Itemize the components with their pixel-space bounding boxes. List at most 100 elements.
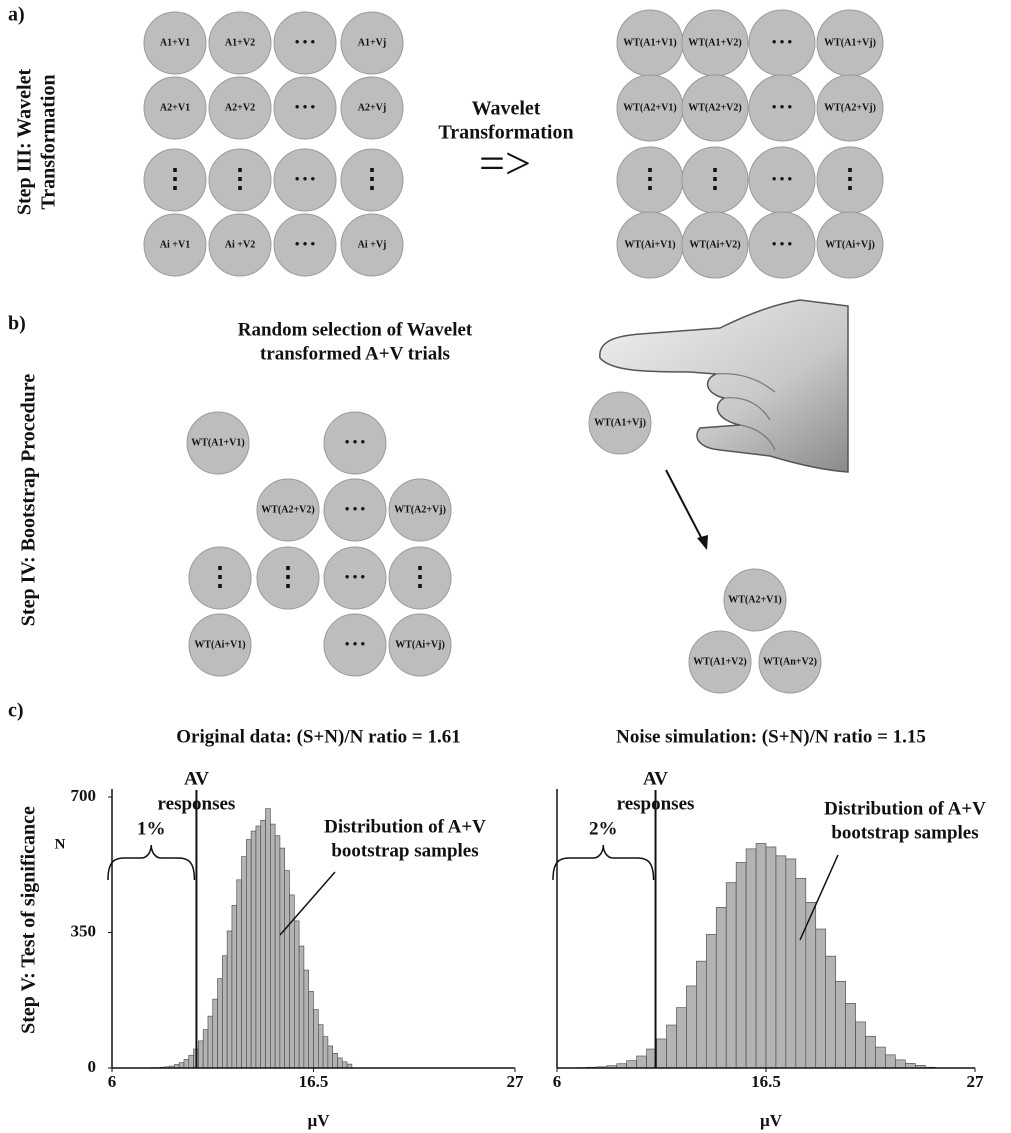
histogram-bar <box>274 835 281 1069</box>
histogram-bar <box>284 870 290 1069</box>
histogram-bar <box>805 902 817 1069</box>
selection-arrow <box>665 469 705 544</box>
av-label: AV <box>643 768 668 789</box>
av-label: responses <box>158 793 236 814</box>
sample-circle <box>748 74 816 142</box>
circle-label: WT(Ai+Vj) <box>825 239 875 250</box>
histogram-bar <box>327 1045 333 1069</box>
histogram-bar <box>705 934 717 1069</box>
circle-label: A2+V2 <box>225 102 255 113</box>
x-axis-label: µV <box>307 1111 330 1130</box>
circle-label: • • • <box>772 236 793 251</box>
sample-circle <box>340 11 404 75</box>
tail-bracket <box>107 844 196 881</box>
circle-label: • • • <box>772 34 793 49</box>
histogram-bar <box>217 978 223 1069</box>
histogram-bar <box>250 830 257 1069</box>
histogram-bar <box>313 1009 319 1069</box>
x-tick-label: 6 <box>108 1072 117 1091</box>
sample-circle <box>273 11 337 75</box>
sample-circle <box>143 76 207 140</box>
histogram-bar <box>845 1003 856 1069</box>
histogram-bar <box>241 856 247 1069</box>
sample-circle <box>208 213 272 277</box>
panel-label: b) <box>8 313 26 335</box>
histogram-bar <box>765 846 777 1069</box>
sample-circle <box>256 478 320 542</box>
histogram-bar <box>322 1036 329 1069</box>
histogram-bar <box>815 928 827 1069</box>
histogram-bar <box>207 1015 214 1069</box>
sample-circle <box>208 11 272 75</box>
distribution-label: bootstrap samples <box>831 822 978 843</box>
histogram-bar <box>885 1054 896 1069</box>
circle-label: WT(A1+Vj) <box>594 417 646 428</box>
histogram-bar <box>260 819 266 1069</box>
circle-label: • • • <box>345 636 366 651</box>
circle-label: ⋮ <box>359 164 385 193</box>
histogram-bar <box>202 1029 209 1069</box>
x-tick-label: 6 <box>553 1072 562 1091</box>
histogram-bar <box>178 1062 185 1069</box>
distribution-label: Distribution of A+V <box>824 798 986 819</box>
sample-circle <box>256 546 320 610</box>
histogram-bar <box>725 882 737 1069</box>
sample-circle <box>273 76 337 140</box>
circle-label: A1+V1 <box>160 37 190 48</box>
circle-label: Ai +V2 <box>225 239 255 250</box>
circle-label: WT(A2+V2) <box>261 504 314 515</box>
sample-circle <box>323 478 387 542</box>
step-label: Step III: Wavelet <box>14 69 36 216</box>
tail-bracket <box>552 844 655 881</box>
histogram-bar <box>626 1060 637 1069</box>
histogram-bar <box>308 991 314 1069</box>
circle-label: ⋮ <box>407 562 433 591</box>
circle-label: ⋮ <box>227 164 253 193</box>
histogram-bar <box>265 808 271 1069</box>
circle-label: Ai +Vj <box>358 239 387 250</box>
histogram-bar <box>755 843 767 1069</box>
circle-label: WT(A1+V2) <box>688 37 741 48</box>
circle-label: WT(Ai+Vj) <box>395 639 445 650</box>
sample-circle <box>340 213 404 277</box>
sample-circle <box>388 546 452 610</box>
av-label: AV <box>184 768 209 789</box>
circle-label: WT(A1+V1) <box>623 37 676 48</box>
sample-circle <box>681 74 749 142</box>
x-tick-label: 27 <box>507 1072 525 1091</box>
histogram-bar <box>303 969 310 1069</box>
av-label: responses <box>617 793 695 814</box>
chart-title: Noise simulation: (S+N)/N ratio = 1.15 <box>616 726 926 747</box>
x-tick-label: 27 <box>967 1072 985 1091</box>
circle-label: ⋮ <box>837 164 863 193</box>
histogram-bar <box>715 907 727 1069</box>
circle-label: • • • <box>345 501 366 516</box>
sample-circle <box>143 213 207 277</box>
circle-label: • • • <box>295 99 316 114</box>
histogram-bar <box>188 1054 194 1069</box>
circle-label: ⋮ <box>275 562 301 591</box>
distribution-label: bootstrap samples <box>331 840 478 861</box>
y-tick-label: 700 <box>71 786 97 805</box>
histogram-bar <box>865 1035 876 1069</box>
sample-circle <box>340 76 404 140</box>
histogram-bar <box>745 848 757 1069</box>
circle-label: ⋮ <box>162 164 188 193</box>
histogram-bar <box>875 1046 886 1069</box>
circle-label: ⋮ <box>637 164 663 193</box>
circle-label: WT(An+V2) <box>763 656 817 667</box>
sample-circle <box>681 211 749 279</box>
sample-circle <box>143 11 207 75</box>
histogram-bar <box>255 825 262 1069</box>
histogram-bar <box>317 1024 324 1069</box>
sample-circle <box>816 74 884 142</box>
histogram-bar <box>222 955 228 1069</box>
circle-label: A2+V1 <box>160 102 190 113</box>
distribution-pointer <box>799 854 839 941</box>
panel-label: c) <box>8 700 24 722</box>
histogram-bar <box>212 998 218 1069</box>
histogram-bar <box>855 1021 866 1069</box>
circle-label: A1+V2 <box>225 37 255 48</box>
circle-label: WT(Ai+V2) <box>689 239 740 250</box>
